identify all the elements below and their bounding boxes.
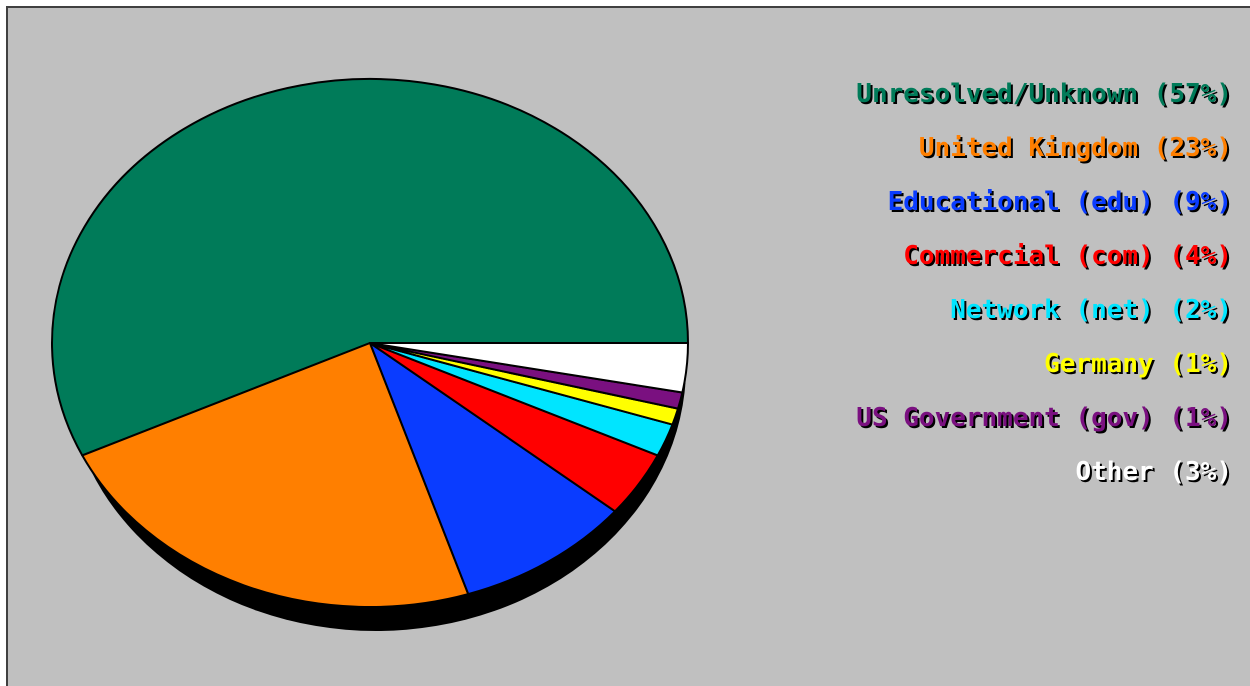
pie-slice-2 bbox=[369, 342, 617, 596]
legend-label: Unresolved/Unknown bbox=[856, 79, 1139, 109]
legend-value: (2%) bbox=[1169, 295, 1232, 325]
legend-label: Germany bbox=[1044, 349, 1154, 379]
legend-item-4: Network (net) (2%) bbox=[672, 288, 1232, 342]
legend-item-7: Other (3%) bbox=[672, 450, 1232, 504]
legend-value: (1%) bbox=[1169, 403, 1232, 433]
legend-item-2: Educational (edu) (9%) bbox=[672, 180, 1232, 234]
legend-label: Network (net) bbox=[950, 295, 1154, 325]
legend-value: (57%) bbox=[1153, 79, 1232, 109]
legend-label: Commercial (com) bbox=[903, 241, 1154, 271]
legend-value: (9%) bbox=[1169, 187, 1232, 217]
legend-value: (4%) bbox=[1169, 241, 1232, 271]
legend-label: Educational (edu) bbox=[887, 187, 1154, 217]
legend-item-6: US Government (gov) (1%) bbox=[672, 396, 1232, 450]
pie-slice-7 bbox=[369, 342, 689, 394]
legend-value: (23%) bbox=[1153, 133, 1232, 163]
legend: Unresolved/Unknown (57%) United Kingdom (… bbox=[672, 72, 1232, 504]
pie-slice-0 bbox=[51, 78, 689, 457]
legend-item-3: Commercial (com) (4%) bbox=[672, 234, 1232, 288]
legend-label: US Government (gov) bbox=[856, 403, 1154, 433]
legend-label: United Kingdom bbox=[918, 133, 1139, 163]
legend-value: (1%) bbox=[1169, 349, 1232, 379]
legend-item-1: United Kingdom (23%) bbox=[672, 126, 1232, 180]
legend-label: Other bbox=[1075, 457, 1154, 487]
legend-item-5: Germany (1%) bbox=[672, 342, 1232, 396]
pie-chart bbox=[51, 78, 689, 631]
legend-value: (3%) bbox=[1169, 457, 1232, 487]
legend-item-0: Unresolved/Unknown (57%) bbox=[672, 72, 1232, 126]
pie-slice-1 bbox=[81, 342, 470, 608]
